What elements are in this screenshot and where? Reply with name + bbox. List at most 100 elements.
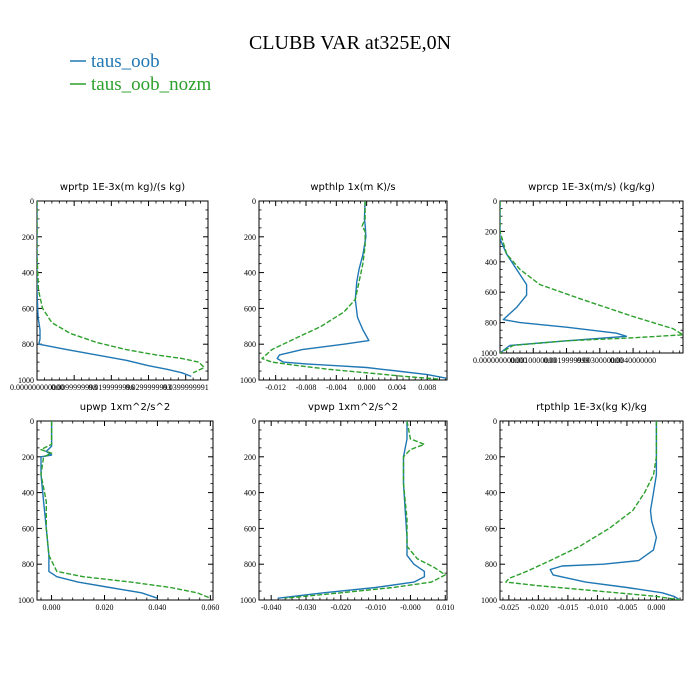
y-tick-label: 600 — [244, 304, 256, 313]
x-tick-label: -0.015 — [558, 603, 579, 612]
y-tick-label: 200 — [485, 227, 497, 236]
y-tick-label: 400 — [22, 269, 34, 278]
panel-5: vpwp 1xm^2/s^2 0 200 400 600 800 1000 -0.040 -0.… — [240, 402, 454, 612]
panel-title: rtpthlp 1E-3x(kg K)/kg — [536, 402, 647, 413]
x-tick-label: 0.000 — [647, 603, 665, 612]
x-tick-label: 0.040 — [148, 603, 166, 612]
series-line-taus-oob — [37, 201, 192, 378]
panel-title: vpwp 1xm^2/s^2 — [308, 402, 398, 413]
legend: taus_oob taus_oob_nozm — [70, 51, 212, 95]
series-line-taus-oob-nozm — [40, 421, 211, 599]
plot-frame — [499, 420, 684, 601]
y-tick-label: 400 — [22, 489, 34, 498]
x-tick-label: -0.005 — [617, 603, 638, 612]
series-line-taus-oob — [276, 201, 447, 379]
x-tick-label: 0.010 — [436, 603, 454, 612]
series-line-taus-oob-nozm — [37, 201, 206, 374]
x-tick-label: 0.0199999996 — [88, 383, 134, 392]
y-tick-label: 800 — [244, 560, 256, 569]
x-tick-label: 0.0099999998 — [51, 383, 97, 392]
y-tick-label: 200 — [244, 453, 256, 462]
y-tick-label: 800 — [22, 560, 34, 569]
y-tick-label: 0 — [30, 417, 34, 426]
y-tick-label: 0 — [252, 197, 256, 206]
y-tick-label: 800 — [485, 319, 497, 328]
panel-4: upwp 1xm^2/s^2 0 200 400 600 800 1000 0.000 0.02… — [18, 402, 219, 612]
y-tick-label: 800 — [485, 560, 497, 569]
y-tick-label: 200 — [485, 453, 497, 462]
y-tick-label: 200 — [22, 453, 34, 462]
x-tick-label: 0.0040000000 — [610, 356, 656, 365]
y-tick-label: 0 — [493, 197, 497, 206]
x-tick-label: 0.008 — [418, 383, 436, 392]
panel-title: wpthlp 1x(m K)/s — [310, 182, 395, 193]
y-tick-label: 0 — [252, 417, 256, 426]
y-tick-label: 800 — [22, 340, 34, 349]
x-tick-label: -0.030 — [296, 603, 317, 612]
series-line-taus-oob — [500, 201, 628, 353]
series-line-taus-oob-nozm — [285, 421, 446, 599]
series-line-taus-oob-nozm — [505, 421, 681, 600]
series-line-taus-oob — [40, 421, 158, 599]
panel-title: upwp 1xm^2/s^2 — [80, 402, 170, 413]
y-tick-label: 400 — [485, 489, 497, 498]
x-tick-label: 0.020 — [95, 603, 113, 612]
y-tick-label: 600 — [485, 288, 497, 297]
y-tick-label: 1000 — [481, 349, 497, 358]
panel-2: wpthlp 1x(m K)/s 0 200 400 600 800 1000 -0.012 -… — [240, 182, 448, 392]
series-line-taus-oob-nozm — [261, 201, 439, 380]
legend-label-taus-oob-nozm: taus_oob_nozm — [91, 74, 212, 95]
x-tick-label: -0.025 — [499, 603, 520, 612]
x-tick-label: -0.012 — [265, 383, 286, 392]
x-tick-label: -0.000 — [400, 603, 421, 612]
panel-6: rtpthlp 1E-3x(kg K)/kg02004006008001000-… — [481, 402, 684, 612]
y-tick-label: 400 — [244, 489, 256, 498]
y-tick-label: 0 — [30, 197, 34, 206]
x-tick-label: -0.008 — [296, 383, 317, 392]
figure-title: CLUBB VAR at325E,0N — [249, 32, 451, 54]
x-tick-label: -0.040 — [261, 603, 282, 612]
y-tick-label: 1000 — [240, 376, 256, 385]
x-tick-label: 0.0010000000 — [510, 356, 556, 365]
x-tick-label: -0.010 — [365, 603, 386, 612]
y-tick-label: 1000 — [240, 596, 256, 605]
x-tick-label: 0.000000000000 — [10, 383, 64, 392]
legend-label-taus-oob: taus_oob — [91, 51, 160, 72]
y-tick-label: 600 — [485, 524, 497, 533]
panel-title: wprcp 1E-3x(m/s) (kg/kg) — [528, 182, 655, 193]
panel-1: wprtp 1E-3x(m kg)/(s kg) 0 200 400 600 800 100… — [10, 182, 209, 392]
x-tick-label: 0.000 — [358, 383, 376, 392]
panels-container: wprtp 1E-3x(m kg)/(s kg) 0 200 400 600 800 100… — [10, 182, 684, 612]
y-tick-label: 0 — [493, 417, 497, 426]
x-tick-label: 0.0019999999 — [544, 356, 590, 365]
y-tick-label: 1000 — [18, 596, 34, 605]
y-tick-label: 400 — [244, 269, 256, 278]
panel-title: wprtp 1E-3x(m kg)/(s kg) — [60, 182, 185, 193]
x-tick-label: 0.0399999991 — [163, 383, 209, 392]
y-tick-label: 800 — [244, 340, 256, 349]
y-tick-label: 600 — [22, 304, 34, 313]
x-tick-label: 0.0299999993 — [126, 383, 172, 392]
plot-frame — [258, 420, 448, 601]
x-tick-label: 0.000 — [43, 603, 61, 612]
series-line-taus-oob-nozm — [500, 201, 683, 353]
y-tick-label: 1000 — [18, 376, 34, 385]
y-tick-label: 200 — [244, 233, 256, 242]
series-line-taus-oob — [549, 421, 681, 600]
y-tick-label: 400 — [485, 258, 497, 267]
panel-3: wprcp 1E-3x(m/s) (kg/kg) 0 200 400 600 800 100… — [473, 182, 684, 365]
x-tick-label: -0.004 — [326, 383, 347, 392]
plot-frame — [36, 200, 209, 381]
y-tick-label: 600 — [22, 524, 34, 533]
series-line-taus-oob — [278, 421, 426, 599]
y-tick-label: 1000 — [481, 596, 497, 605]
x-tick-label: 0.000000000000 — [473, 356, 527, 365]
y-tick-label: 600 — [244, 524, 256, 533]
y-tick-label: 200 — [22, 233, 34, 242]
x-tick-label: -0.020 — [528, 603, 549, 612]
x-tick-label: -0.010 — [587, 603, 608, 612]
x-tick-label: 0.0030000000 — [577, 356, 623, 365]
x-tick-label: 0.060 — [201, 603, 219, 612]
x-tick-label: -0.020 — [330, 603, 351, 612]
